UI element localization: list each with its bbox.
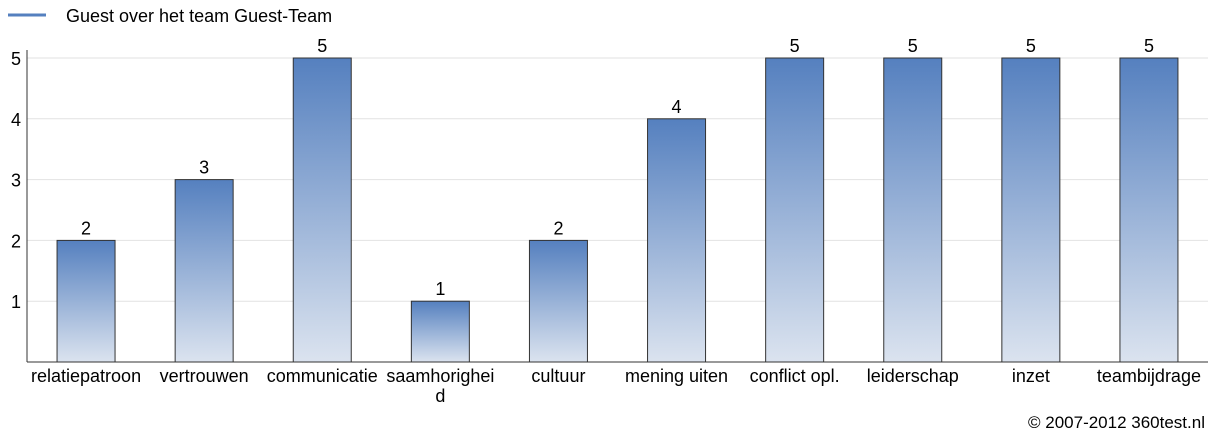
x-tick-label: communicatie xyxy=(267,366,378,386)
bar xyxy=(1119,57,1179,363)
x-tick-label: inzet xyxy=(1012,366,1050,386)
x-tick-label: leiderschap xyxy=(867,366,959,386)
bar xyxy=(292,57,352,363)
value-label: 5 xyxy=(1144,36,1154,56)
bar xyxy=(528,239,588,363)
x-tick-label: saamhorighei d xyxy=(386,366,494,406)
y-tick-label: 2 xyxy=(11,231,21,251)
x-tick-label: conflict opl. xyxy=(750,366,840,386)
y-tick-label: 1 xyxy=(11,292,21,312)
value-label: 5 xyxy=(790,36,800,56)
value-label: 1 xyxy=(435,279,445,299)
bar xyxy=(1001,57,1061,363)
value-label: 5 xyxy=(1026,36,1036,56)
bar xyxy=(174,179,234,363)
x-tick-label: relatiepatroon xyxy=(31,366,141,386)
value-label: 2 xyxy=(553,218,563,238)
value-label: 2 xyxy=(81,218,91,238)
bar xyxy=(410,300,470,363)
bar xyxy=(883,57,943,363)
y-tick-label: 5 xyxy=(11,49,21,69)
y-tick-label: 3 xyxy=(11,171,21,191)
x-tick-label: cultuur xyxy=(531,366,585,386)
legend-label: Guest over het team Guest-Team xyxy=(66,6,332,26)
bar xyxy=(56,239,116,363)
value-label: 5 xyxy=(317,36,327,56)
footer: © 2007-2012 360test.nl xyxy=(1028,413,1205,432)
bar xyxy=(765,57,825,363)
bar xyxy=(647,118,707,363)
value-label: 3 xyxy=(199,158,209,178)
x-tick-label: teambijdrage xyxy=(1097,366,1201,386)
value-label: 5 xyxy=(908,36,918,56)
x-tick-label: mening uiten xyxy=(625,366,728,386)
y-tick-label: 4 xyxy=(11,110,21,130)
x-tick-label: vertrouwen xyxy=(160,366,249,386)
value-label: 4 xyxy=(672,97,682,117)
